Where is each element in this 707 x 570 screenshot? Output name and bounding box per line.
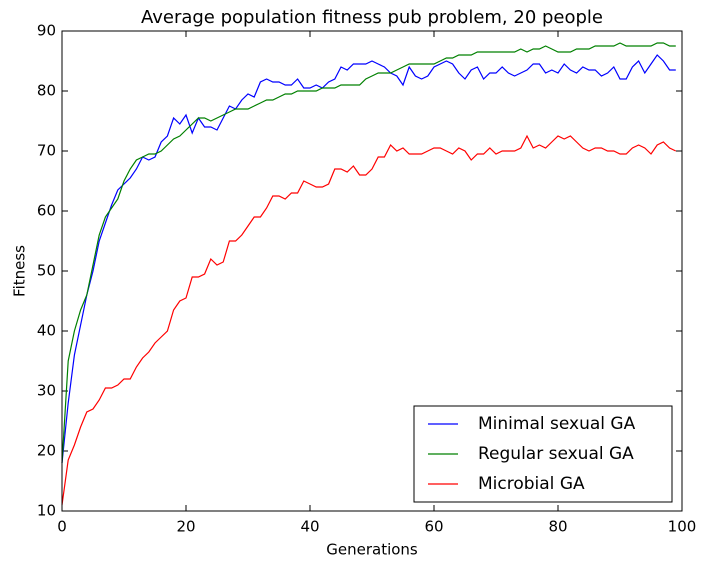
legend-label: Minimal sexual GA [478, 414, 636, 434]
y-axis-label: Fitness [11, 245, 29, 297]
legend: Minimal sexual GA Regular sexual GA Microb… [413, 405, 673, 503]
y-tick-label: 30 [37, 382, 56, 400]
x-tick-label: 40 [300, 518, 319, 536]
chart-title: Average population fitness pub problem, … [141, 7, 603, 28]
x-tick-label: 0 [57, 518, 67, 536]
y-tick-label: 40 [37, 322, 56, 340]
series-line [61, 54, 676, 464]
series-line [61, 134, 677, 506]
y-tick-label: 80 [37, 82, 56, 100]
legend-label: Microbial GA [478, 474, 585, 494]
series-line [61, 42, 676, 464]
x-tick-label: 100 [668, 518, 697, 536]
plot-frame [61, 30, 683, 512]
y-tick-label: 90 [37, 22, 56, 40]
x-tick-label: 60 [424, 518, 443, 536]
x-axis-label: Generations [326, 541, 418, 559]
y-tick-label: 60 [37, 202, 56, 220]
x-tick-label: 80 [548, 518, 567, 536]
y-tick-label: 10 [37, 502, 56, 520]
y-tick-label: 70 [37, 142, 56, 160]
y-tick-label: 20 [37, 442, 56, 460]
x-tick-label: 20 [176, 518, 195, 536]
legend-label: Regular sexual GA [478, 444, 634, 464]
y-tick-label: 50 [37, 262, 56, 280]
